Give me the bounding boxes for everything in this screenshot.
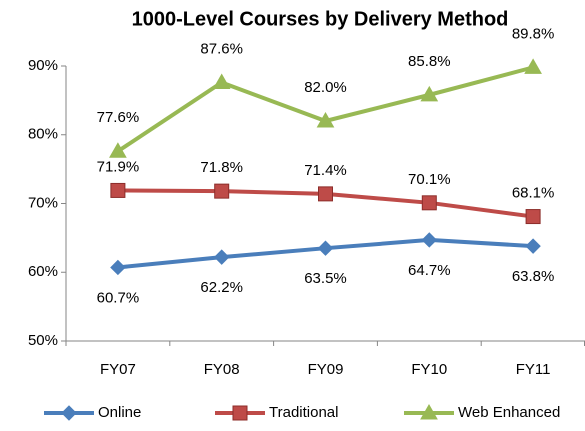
chart-title: 1000-Level Courses by Delivery Method	[132, 8, 509, 30]
marker	[232, 405, 248, 421]
marker	[421, 232, 438, 248]
marker	[524, 58, 542, 74]
x-tick-label: FY11	[516, 361, 551, 378]
marker	[110, 182, 126, 198]
marker	[420, 85, 439, 102]
y-tick-label: 60%	[28, 263, 58, 280]
data-label: 87.6%	[200, 40, 243, 57]
marker	[525, 238, 541, 254]
y-tick-label: 70%	[28, 194, 58, 211]
data-label: 71.9%	[97, 158, 140, 175]
data-label: 64.7%	[408, 262, 451, 279]
data-label: 60.7%	[97, 289, 140, 306]
marker	[110, 259, 126, 276]
y-tick-label: 90%	[28, 57, 58, 74]
marker	[61, 405, 77, 421]
data-label: 89.8%	[512, 25, 555, 42]
marker	[317, 240, 334, 256]
marker	[525, 209, 541, 225]
data-label: 71.8%	[200, 159, 243, 176]
marker	[421, 195, 437, 211]
data-label: 70.1%	[408, 171, 451, 188]
legend-label: Online	[98, 404, 141, 421]
marker	[214, 183, 230, 199]
y-tick-label: 80%	[28, 126, 58, 143]
x-tick-label: FY10	[411, 361, 447, 378]
marker	[318, 186, 333, 202]
data-label: 85.8%	[408, 53, 451, 70]
data-label: 62.2%	[200, 279, 243, 296]
data-label: 82.0%	[304, 79, 347, 96]
x-tick-label: FY09	[308, 361, 344, 378]
data-label: 63.8%	[512, 268, 555, 285]
data-label: 63.5%	[304, 270, 347, 287]
x-tick-label: FY08	[204, 361, 240, 378]
x-tick-label: FY07	[100, 361, 136, 378]
marker	[213, 249, 230, 265]
marker	[109, 142, 127, 158]
marker	[316, 111, 335, 128]
data-label: 68.1%	[512, 185, 555, 202]
y-tick-label: 50%	[28, 332, 58, 349]
marker	[420, 403, 438, 420]
marker	[212, 73, 231, 89]
data-label: 77.6%	[97, 109, 140, 126]
data-label: 71.4%	[304, 162, 347, 179]
legend-label: Traditional	[269, 404, 338, 421]
legend-label: Web Enhanced	[458, 404, 560, 421]
